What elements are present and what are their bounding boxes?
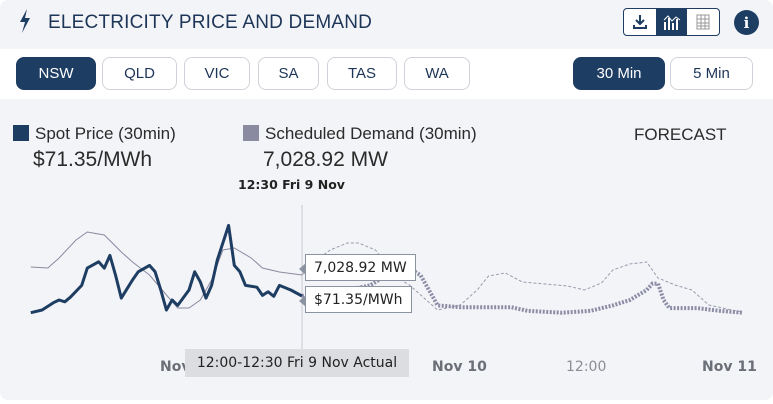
- lightning-bolt-icon: [20, 9, 30, 33]
- x-tick-label: 12:00: [566, 359, 607, 375]
- price-forecast-line: [301, 265, 743, 315]
- timestamp: 12:30 Fri 9 Nov: [238, 177, 345, 192]
- x-tick-label: Nov 10: [432, 359, 487, 375]
- price-tooltip: $71.35/MWh: [299, 286, 412, 313]
- chart-icon: [663, 15, 680, 30]
- price-demand-chart[interactable]: [0, 195, 773, 355]
- download-button[interactable]: [624, 9, 656, 35]
- region-vic[interactable]: VIC: [184, 57, 250, 90]
- demand-tooltip: 7,028.92 MW: [299, 254, 416, 281]
- demand-legend-label: Scheduled Demand (30min): [265, 124, 477, 143]
- interval-5min[interactable]: 5 Min: [670, 57, 753, 90]
- table-view-button[interactable]: [687, 9, 719, 35]
- view-toggle: [623, 8, 720, 36]
- table-icon: [696, 14, 710, 30]
- info-icon[interactable]: i: [734, 10, 759, 35]
- region-sa[interactable]: SA: [258, 57, 319, 90]
- chart-view-button[interactable]: [655, 9, 688, 35]
- region-qld[interactable]: QLD: [102, 57, 177, 90]
- demand-legend-swatch: [243, 125, 259, 141]
- price-legend-swatch: [13, 125, 29, 141]
- widget-title: ELECTRICITY PRICE AND DEMAND: [48, 12, 373, 33]
- region-nsw[interactable]: NSW: [16, 57, 96, 90]
- interval-30min[interactable]: 30 Min: [573, 57, 665, 90]
- price-value: $71.35/MWh: [33, 148, 153, 171]
- region-wa[interactable]: WA: [404, 57, 470, 90]
- x-tick-label: Nov 11: [702, 359, 757, 375]
- demand-forecast-line: [301, 242, 743, 313]
- price-actual-line: [30, 223, 303, 315]
- demand-value: 7,028.92 MW: [263, 148, 388, 171]
- download-icon: [632, 15, 647, 29]
- x-axis-tooltip: 12:00-12:30 Fri 9 Nov Actual: [185, 349, 409, 377]
- region-tas[interactable]: TAS: [327, 57, 397, 90]
- price-legend-label: Spot Price (30min): [35, 124, 176, 143]
- forecast-label: FORECAST: [634, 125, 727, 144]
